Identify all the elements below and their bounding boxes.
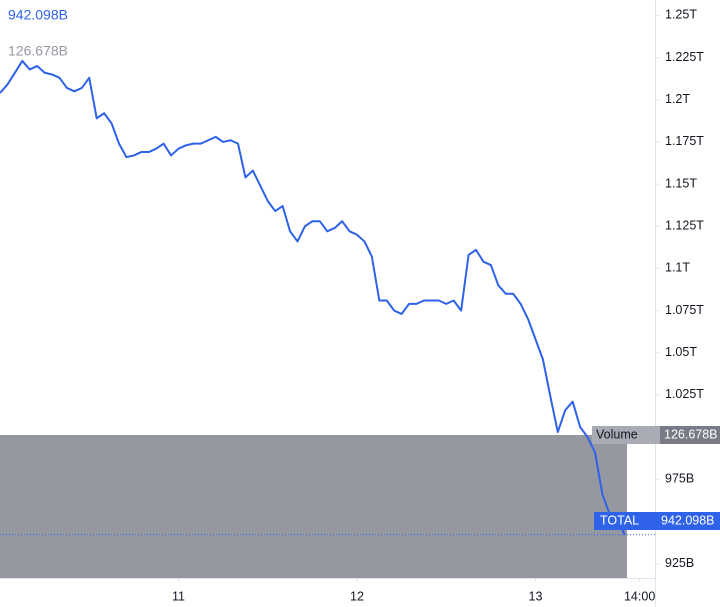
y-tick-label: 1.15T: [665, 176, 697, 190]
last-value-tag: [655, 512, 720, 530]
y-tick-label: 1.075T: [665, 303, 704, 317]
y-tick-label: 1.1T: [665, 261, 690, 275]
last-value-label: 942.098B: [661, 513, 715, 527]
y-tick-label: 1.175T: [665, 134, 704, 148]
symbol-tag: [594, 512, 655, 530]
x-tick-label: 14:00: [624, 589, 655, 603]
y-tick-label: 1.225T: [665, 50, 704, 64]
y-tick-label: 1.25T: [665, 8, 697, 22]
y-tick-label: 975B: [665, 472, 694, 486]
y-tick-label: 1.2T: [665, 92, 690, 106]
plot: [0, 59, 655, 536]
volume-area: [0, 435, 627, 578]
x-tick-label: 12: [350, 589, 364, 603]
volume-value: 126.678B: [664, 427, 718, 441]
symbol-label: TOTAL: [600, 513, 639, 527]
volume-label: Volume: [596, 427, 638, 441]
volume-legend: 126.678B: [8, 43, 68, 59]
volume-value-tag: [660, 426, 720, 444]
x-tick-label: 11: [172, 589, 185, 603]
y-tick-label: 1.05T: [665, 345, 697, 359]
y-tick-label: 925B: [665, 556, 694, 570]
price-legend: 942.098B: [8, 7, 68, 23]
volume-tag: [592, 426, 660, 444]
overlay: Volume 126.678B TOTAL 942.098B 942.098B …: [8, 7, 720, 530]
y-tick-label: 1.025T: [665, 387, 704, 401]
y-tick-label: 1.125T: [665, 219, 704, 233]
price-line: [0, 59, 626, 536]
axis-group: 1.25T 1.225T 1.2T 1.175T 1.15T 1.125T 1.1T 1.07…: [0, 0, 704, 607]
x-tick-label: 13: [529, 589, 543, 603]
x-ticks: 11 12 13 14:00: [172, 578, 655, 603]
